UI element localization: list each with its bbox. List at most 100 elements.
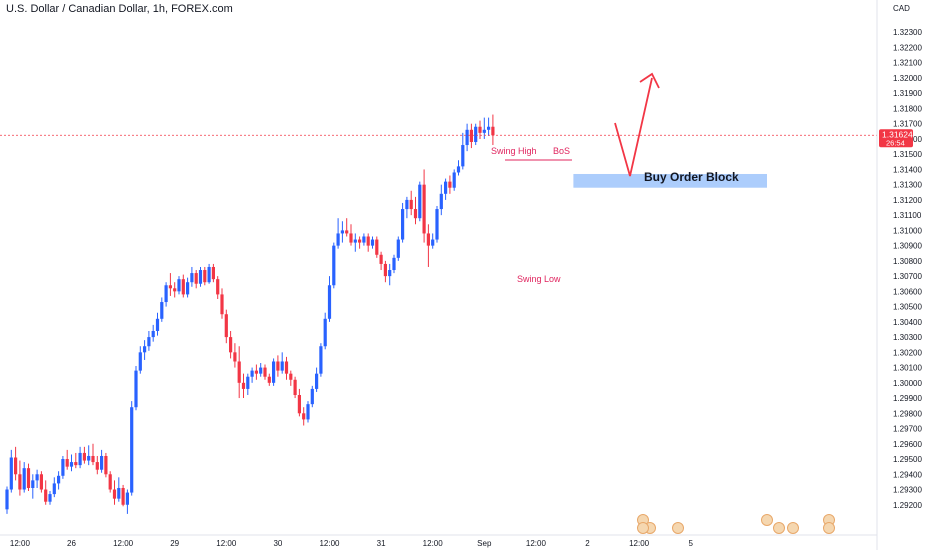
candle[interactable] <box>435 206 439 243</box>
candle[interactable] <box>315 367 319 392</box>
candle[interactable] <box>39 471 43 493</box>
candle[interactable] <box>134 366 138 411</box>
candle[interactable] <box>319 343 323 377</box>
candle[interactable] <box>487 117 491 136</box>
candle[interactable] <box>35 469 39 488</box>
candle[interactable] <box>168 273 172 296</box>
candle[interactable] <box>491 114 495 146</box>
order-block-zone[interactable] <box>573 173 767 188</box>
candle[interactable] <box>383 260 387 283</box>
candle[interactable] <box>456 160 461 176</box>
candle[interactable] <box>461 132 465 170</box>
candle[interactable] <box>173 282 177 298</box>
candle[interactable] <box>78 446 82 469</box>
candle[interactable] <box>362 233 366 246</box>
candle[interactable] <box>104 452 108 478</box>
candle[interactable] <box>482 117 486 139</box>
candle[interactable] <box>306 401 310 423</box>
candle[interactable] <box>323 312 327 350</box>
candle[interactable] <box>125 489 129 514</box>
candle[interactable] <box>18 460 22 496</box>
candle[interactable] <box>358 236 362 249</box>
candle[interactable] <box>272 358 276 386</box>
candle[interactable] <box>366 233 370 252</box>
candle[interactable] <box>353 233 357 252</box>
candle[interactable] <box>478 120 482 139</box>
candle[interactable] <box>147 330 151 351</box>
candle[interactable] <box>392 254 396 274</box>
candle[interactable] <box>220 288 224 319</box>
candle[interactable] <box>181 274 185 298</box>
candle[interactable] <box>65 449 69 470</box>
candle[interactable] <box>263 364 267 380</box>
candle[interactable] <box>401 202 405 243</box>
candle[interactable] <box>452 169 456 191</box>
candle[interactable] <box>155 312 160 336</box>
candle[interactable] <box>237 346 241 399</box>
candle[interactable] <box>117 477 121 502</box>
candle[interactable] <box>112 480 117 505</box>
candle[interactable] <box>91 443 95 466</box>
projection-arrow[interactable] <box>614 77 653 177</box>
candle[interactable] <box>431 233 435 249</box>
candle[interactable] <box>250 367 254 383</box>
candle[interactable] <box>151 324 155 342</box>
candle[interactable] <box>276 355 280 377</box>
candle[interactable] <box>5 486 9 514</box>
candle[interactable] <box>448 175 452 194</box>
candle[interactable] <box>293 376 297 399</box>
candle[interactable] <box>241 373 246 399</box>
candle[interactable] <box>52 477 56 498</box>
candle[interactable] <box>267 373 271 386</box>
candle[interactable] <box>474 123 478 146</box>
candle[interactable] <box>332 242 336 289</box>
candle[interactable] <box>26 463 31 492</box>
economic-event-icon[interactable] <box>637 522 649 534</box>
candle[interactable] <box>396 236 400 261</box>
candle[interactable] <box>259 363 263 377</box>
candle[interactable] <box>297 388 301 417</box>
candle[interactable] <box>465 123 469 152</box>
candle[interactable] <box>177 276 181 295</box>
candle[interactable] <box>48 491 52 505</box>
candle[interactable] <box>422 169 426 243</box>
candle[interactable] <box>388 263 392 286</box>
candle[interactable] <box>164 282 168 307</box>
economic-event-icon[interactable] <box>823 522 835 534</box>
economic-event-icon[interactable] <box>773 522 785 534</box>
candle[interactable] <box>44 480 48 505</box>
candle[interactable] <box>121 484 125 507</box>
candle[interactable] <box>100 449 104 473</box>
candle[interactable] <box>143 340 147 360</box>
candle[interactable] <box>138 346 142 374</box>
candle[interactable] <box>284 356 289 380</box>
candle[interactable] <box>405 196 409 219</box>
candle[interactable] <box>224 309 228 344</box>
economic-event-icon[interactable] <box>761 514 773 526</box>
candle[interactable] <box>246 373 250 396</box>
candle[interactable] <box>302 407 306 426</box>
candle[interactable] <box>439 184 443 216</box>
candle[interactable] <box>349 224 353 246</box>
candle[interactable] <box>203 266 207 286</box>
candle[interactable] <box>160 297 164 322</box>
candle[interactable] <box>74 452 78 469</box>
candle[interactable] <box>194 270 198 289</box>
candle[interactable] <box>469 123 473 149</box>
economic-event-icon[interactable] <box>787 522 799 534</box>
candle[interactable] <box>31 474 35 499</box>
candle[interactable] <box>22 462 26 493</box>
candle[interactable] <box>207 263 211 284</box>
candle[interactable] <box>95 455 99 475</box>
candle[interactable] <box>444 178 448 200</box>
candle[interactable] <box>186 277 190 298</box>
candle[interactable] <box>61 455 65 479</box>
candle[interactable] <box>9 449 13 493</box>
candle[interactable] <box>345 218 349 237</box>
candle[interactable] <box>409 190 413 216</box>
candle[interactable] <box>229 330 233 359</box>
candle[interactable] <box>426 224 430 267</box>
candle[interactable] <box>211 263 215 283</box>
candle[interactable] <box>254 364 258 380</box>
